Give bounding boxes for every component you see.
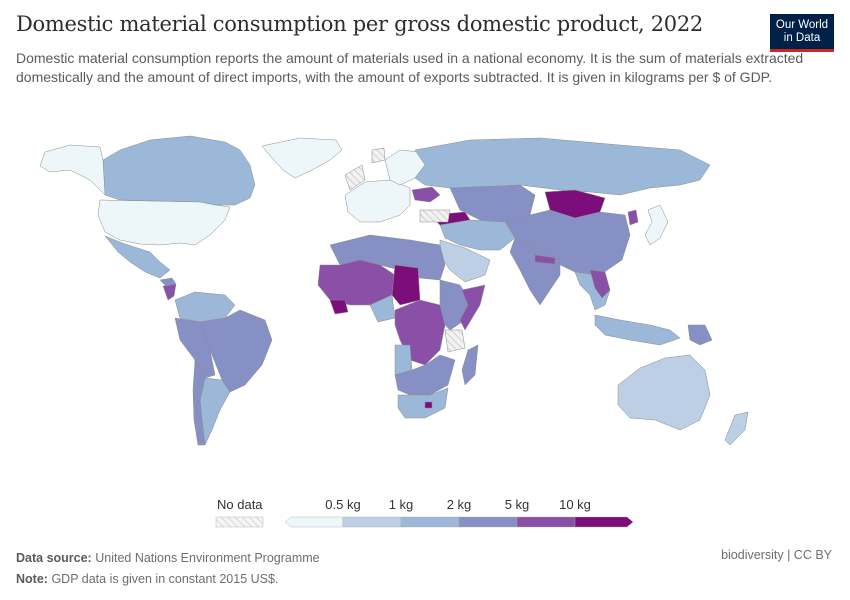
country-guinea[interactable]: [329, 299, 349, 315]
country-united-states[interactable]: [97, 199, 231, 246]
country-no-data[interactable]: [371, 147, 386, 164]
country-honduras[interactable]: [159, 277, 177, 287]
source-value[interactable]: United Nations Environment Programme: [95, 551, 320, 565]
no-data-label: No data: [217, 497, 263, 512]
country-nicaragua[interactable]: [162, 283, 177, 301]
note-value: GDP data is given in constant 2015 US$.: [51, 572, 279, 586]
legend-tick-label: 0.5 kg: [325, 497, 361, 512]
license-link[interactable]: biodiversity | CC BY: [721, 548, 832, 562]
legend-tick-label: 5 kg: [504, 497, 530, 512]
world-map: [39, 135, 749, 446]
country-cambodia-laos[interactable]: [589, 269, 611, 299]
legend-bar: [215, 516, 634, 528]
color-legend: No data 0.5 kg 1 kg 2 kg 5 kg 10 kg: [0, 495, 850, 535]
country-no-data[interactable]: [344, 164, 366, 191]
country-western-europe[interactable]: [344, 179, 411, 223]
country-no-data[interactable]: [419, 209, 451, 223]
note-label: Note:: [16, 572, 48, 586]
chart-subtitle: Domestic material consumption reports th…: [16, 50, 804, 85]
logo-line-1: Our World: [775, 19, 829, 31]
source-label: Data source:: [16, 551, 92, 565]
country-southern-africa[interactable]: [394, 354, 456, 396]
owid-logo[interactable]: Our World in Data: [770, 14, 834, 52]
legend-bin[interactable]: [574, 516, 634, 528]
country-colombia-venezuela[interactable]: [174, 291, 236, 323]
country-india[interactable]: [509, 237, 561, 306]
country-peru-bolivia[interactable]: [174, 317, 216, 379]
country-argentina[interactable]: [199, 377, 231, 446]
country-middle-east[interactable]: [439, 219, 516, 251]
country-tanzania[interactable]: [444, 329, 466, 353]
legend-bin[interactable]: [342, 516, 402, 528]
country-chad[interactable]: [391, 264, 421, 306]
legend-bin[interactable]: [516, 516, 576, 528]
logo-line-2: in Data: [783, 32, 821, 44]
country-japan[interactable]: [644, 204, 669, 246]
country-south-africa[interactable]: [397, 387, 449, 419]
legend-bin[interactable]: [284, 516, 344, 528]
country-ukraine[interactable]: [411, 186, 441, 203]
country-greenland[interactable]: [261, 137, 343, 179]
country-sahel-west[interactable]: [317, 259, 396, 306]
country-canada[interactable]: [102, 135, 256, 206]
legend-bin[interactable]: [400, 516, 460, 528]
country-alaska-united-states-[interactable]: [39, 144, 106, 196]
country-somalia[interactable]: [459, 284, 486, 331]
legend-tick-label: 2 kg: [446, 497, 472, 512]
country-lesotho[interactable]: [424, 401, 433, 409]
country-madagascar[interactable]: [461, 344, 479, 386]
country-new-zealand[interactable]: [724, 411, 749, 446]
legend-tick-label: 1 kg: [388, 497, 414, 512]
country-indonesia[interactable]: [594, 314, 681, 346]
country-mexico[interactable]: [104, 235, 171, 279]
footer-left: Data source: United Nations Environment …: [16, 548, 320, 590]
country-chile[interactable]: [192, 359, 206, 446]
country-papua-new-guinea[interactable]: [687, 324, 713, 346]
chart-title: Domestic material consumption per gross …: [16, 12, 703, 36]
legend-tick-label: 10 kg: [559, 497, 591, 512]
country-north-korea[interactable]: [627, 209, 639, 226]
country-russia[interactable]: [414, 137, 711, 196]
country-australia[interactable]: [617, 354, 711, 431]
legend-bin[interactable]: [458, 516, 518, 528]
country-nepal[interactable]: [534, 254, 556, 265]
no-data-swatch: [215, 516, 264, 528]
